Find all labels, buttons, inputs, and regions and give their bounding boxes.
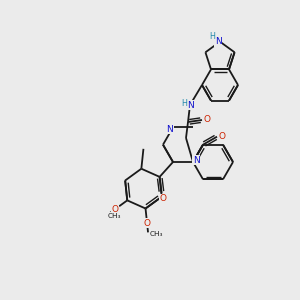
Text: CH₃: CH₃ xyxy=(107,213,121,219)
Text: CH₃: CH₃ xyxy=(149,231,163,237)
Text: O: O xyxy=(112,205,118,214)
Text: H: H xyxy=(209,32,215,41)
Text: O: O xyxy=(218,132,226,141)
Text: N: N xyxy=(167,125,173,134)
Text: N: N xyxy=(214,37,221,46)
Text: N: N xyxy=(188,100,194,109)
Text: O: O xyxy=(144,219,151,228)
Text: H: H xyxy=(181,98,187,107)
Text: N: N xyxy=(193,155,200,164)
Text: O: O xyxy=(203,116,211,124)
Text: O: O xyxy=(159,194,166,203)
